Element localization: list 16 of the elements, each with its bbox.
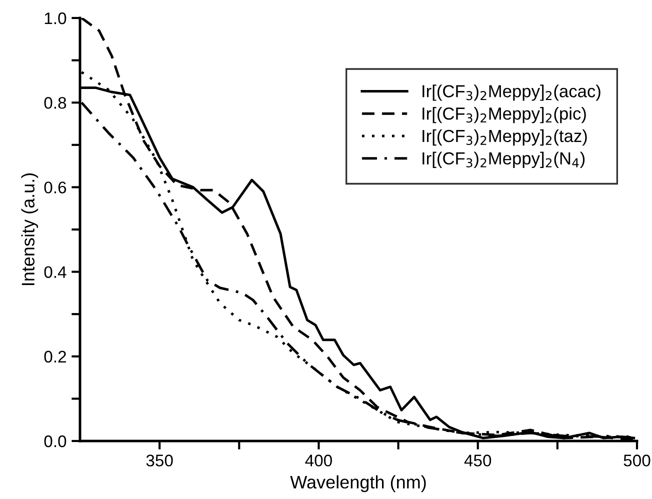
y-axis-title: Intensity (a.u.) bbox=[21, 173, 38, 286]
y-tick-label: 0.4 bbox=[44, 266, 66, 278]
text: 0.0 bbox=[44, 435, 66, 448]
y-tick-label: 0.2 bbox=[44, 350, 66, 363]
x-axis-title: Wavelength (nm) bbox=[290, 475, 426, 492]
x-tick-label: 450 bbox=[464, 454, 492, 466]
legend-label: Ir[(CF$_{3}$)$_{2}$Meppy]$_{2}$(acac) bbox=[422, 84, 600, 101]
y-tick-label: 1.0 bbox=[44, 12, 66, 24]
x-tick-label: 500 bbox=[624, 454, 650, 466]
y-tick-label: 0.6 bbox=[44, 182, 66, 194]
legend-label: Ir[(CF$_{3}$)$_{2}$Meppy]$_{2}$(taz) bbox=[422, 129, 587, 146]
y-tick-label: 0.8 bbox=[44, 97, 66, 109]
legend-label: Ir[(CF$_{3}$)$_{2}$Meppy]$_{2}$(pic) bbox=[422, 107, 586, 124]
x-tick-label: 400 bbox=[305, 454, 332, 466]
text: Ir[(CF$_{3}$)$_{2}$Meppy]$_{2}$(N$_{4}$) bbox=[422, 152, 585, 168]
x-tick-label: 350 bbox=[146, 454, 173, 466]
